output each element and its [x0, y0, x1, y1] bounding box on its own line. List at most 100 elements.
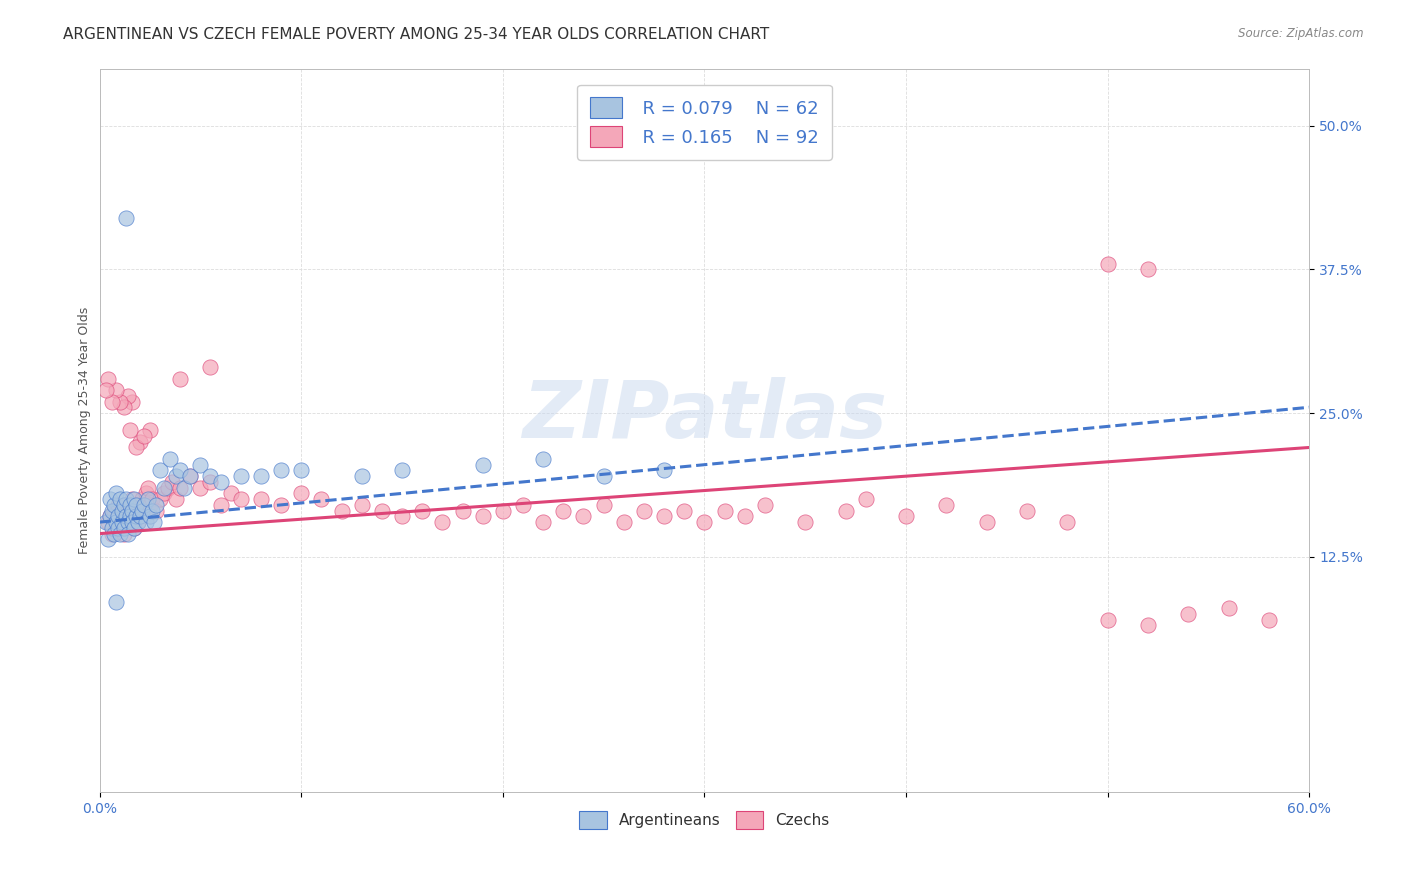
Point: [1097, 613, 1119, 627]
Point: [592, 498, 614, 512]
Point: [673, 503, 696, 517]
Point: [94, 383, 117, 397]
Point: [250, 492, 273, 507]
Point: [125, 509, 148, 524]
Point: [153, 481, 176, 495]
Point: [108, 515, 131, 529]
Point: [1136, 262, 1159, 277]
Point: [553, 503, 575, 517]
Point: [97, 371, 120, 385]
Point: [531, 452, 554, 467]
Point: [111, 503, 134, 517]
Point: [169, 371, 191, 385]
Point: [104, 515, 127, 529]
Point: [834, 503, 856, 517]
Point: [1258, 613, 1281, 627]
Point: [173, 481, 195, 495]
Point: [103, 503, 125, 517]
Point: [135, 486, 157, 500]
Point: [693, 515, 716, 529]
Point: [633, 503, 655, 517]
Point: [104, 383, 127, 397]
Point: [117, 389, 139, 403]
Point: [111, 509, 134, 524]
Point: [114, 509, 136, 524]
Point: [153, 486, 176, 500]
Point: [107, 509, 129, 524]
Point: [118, 423, 141, 437]
Point: [108, 526, 131, 541]
Point: [492, 503, 515, 517]
Point: [112, 498, 135, 512]
Point: [391, 463, 413, 477]
Point: [794, 515, 817, 529]
Point: [219, 486, 242, 500]
Point: [190, 481, 212, 495]
Y-axis label: Female Poverty Among 25-34 Year Olds: Female Poverty Among 25-34 Year Olds: [79, 307, 91, 554]
Point: [114, 211, 136, 225]
Point: [200, 469, 222, 483]
Point: [100, 503, 122, 517]
Point: [98, 509, 121, 524]
Point: [97, 515, 120, 529]
Point: [229, 469, 252, 483]
Point: [754, 498, 776, 512]
Point: [103, 526, 125, 541]
Point: [1015, 503, 1038, 517]
Point: [129, 503, 152, 517]
Point: [129, 434, 152, 449]
Point: [350, 469, 373, 483]
Point: [94, 515, 117, 529]
Point: [149, 492, 172, 507]
Point: [100, 521, 122, 535]
Point: [169, 463, 191, 477]
Point: [652, 509, 675, 524]
Point: [141, 503, 163, 517]
Point: [531, 515, 554, 529]
Point: [118, 509, 141, 524]
Text: ARGENTINEAN VS CZECH FEMALE POVERTY AMONG 25-34 YEAR OLDS CORRELATION CHART: ARGENTINEAN VS CZECH FEMALE POVERTY AMON…: [63, 27, 769, 42]
Point: [143, 515, 166, 529]
Point: [165, 492, 187, 507]
Point: [471, 458, 494, 472]
Point: [122, 521, 145, 535]
Point: [98, 509, 121, 524]
Point: [132, 498, 155, 512]
Text: Source: ZipAtlas.com: Source: ZipAtlas.com: [1239, 27, 1364, 40]
Point: [145, 498, 167, 512]
Point: [117, 515, 139, 529]
Point: [107, 498, 129, 512]
Point: [159, 452, 181, 467]
Point: [100, 526, 122, 541]
Point: [112, 521, 135, 535]
Point: [330, 503, 353, 517]
Point: [139, 498, 162, 512]
Point: [1136, 618, 1159, 632]
Point: [139, 509, 162, 524]
Point: [190, 458, 212, 472]
Point: [432, 515, 454, 529]
Point: [111, 515, 134, 529]
Point: [141, 492, 163, 507]
Point: [165, 469, 187, 483]
Point: [1177, 607, 1199, 621]
Point: [270, 498, 292, 512]
Point: [136, 492, 159, 507]
Point: [131, 503, 153, 517]
Point: [209, 475, 232, 489]
Text: ZIPatlas: ZIPatlas: [522, 376, 887, 455]
Point: [104, 595, 127, 609]
Point: [894, 509, 917, 524]
Point: [160, 475, 183, 489]
Point: [121, 515, 143, 529]
Point: [572, 509, 595, 524]
Point: [100, 394, 122, 409]
Point: [114, 492, 136, 507]
Point: [935, 498, 957, 512]
Point: [118, 503, 141, 517]
Point: [451, 503, 474, 517]
Point: [734, 509, 756, 524]
Point: [411, 503, 433, 517]
Point: [391, 509, 413, 524]
Point: [290, 463, 312, 477]
